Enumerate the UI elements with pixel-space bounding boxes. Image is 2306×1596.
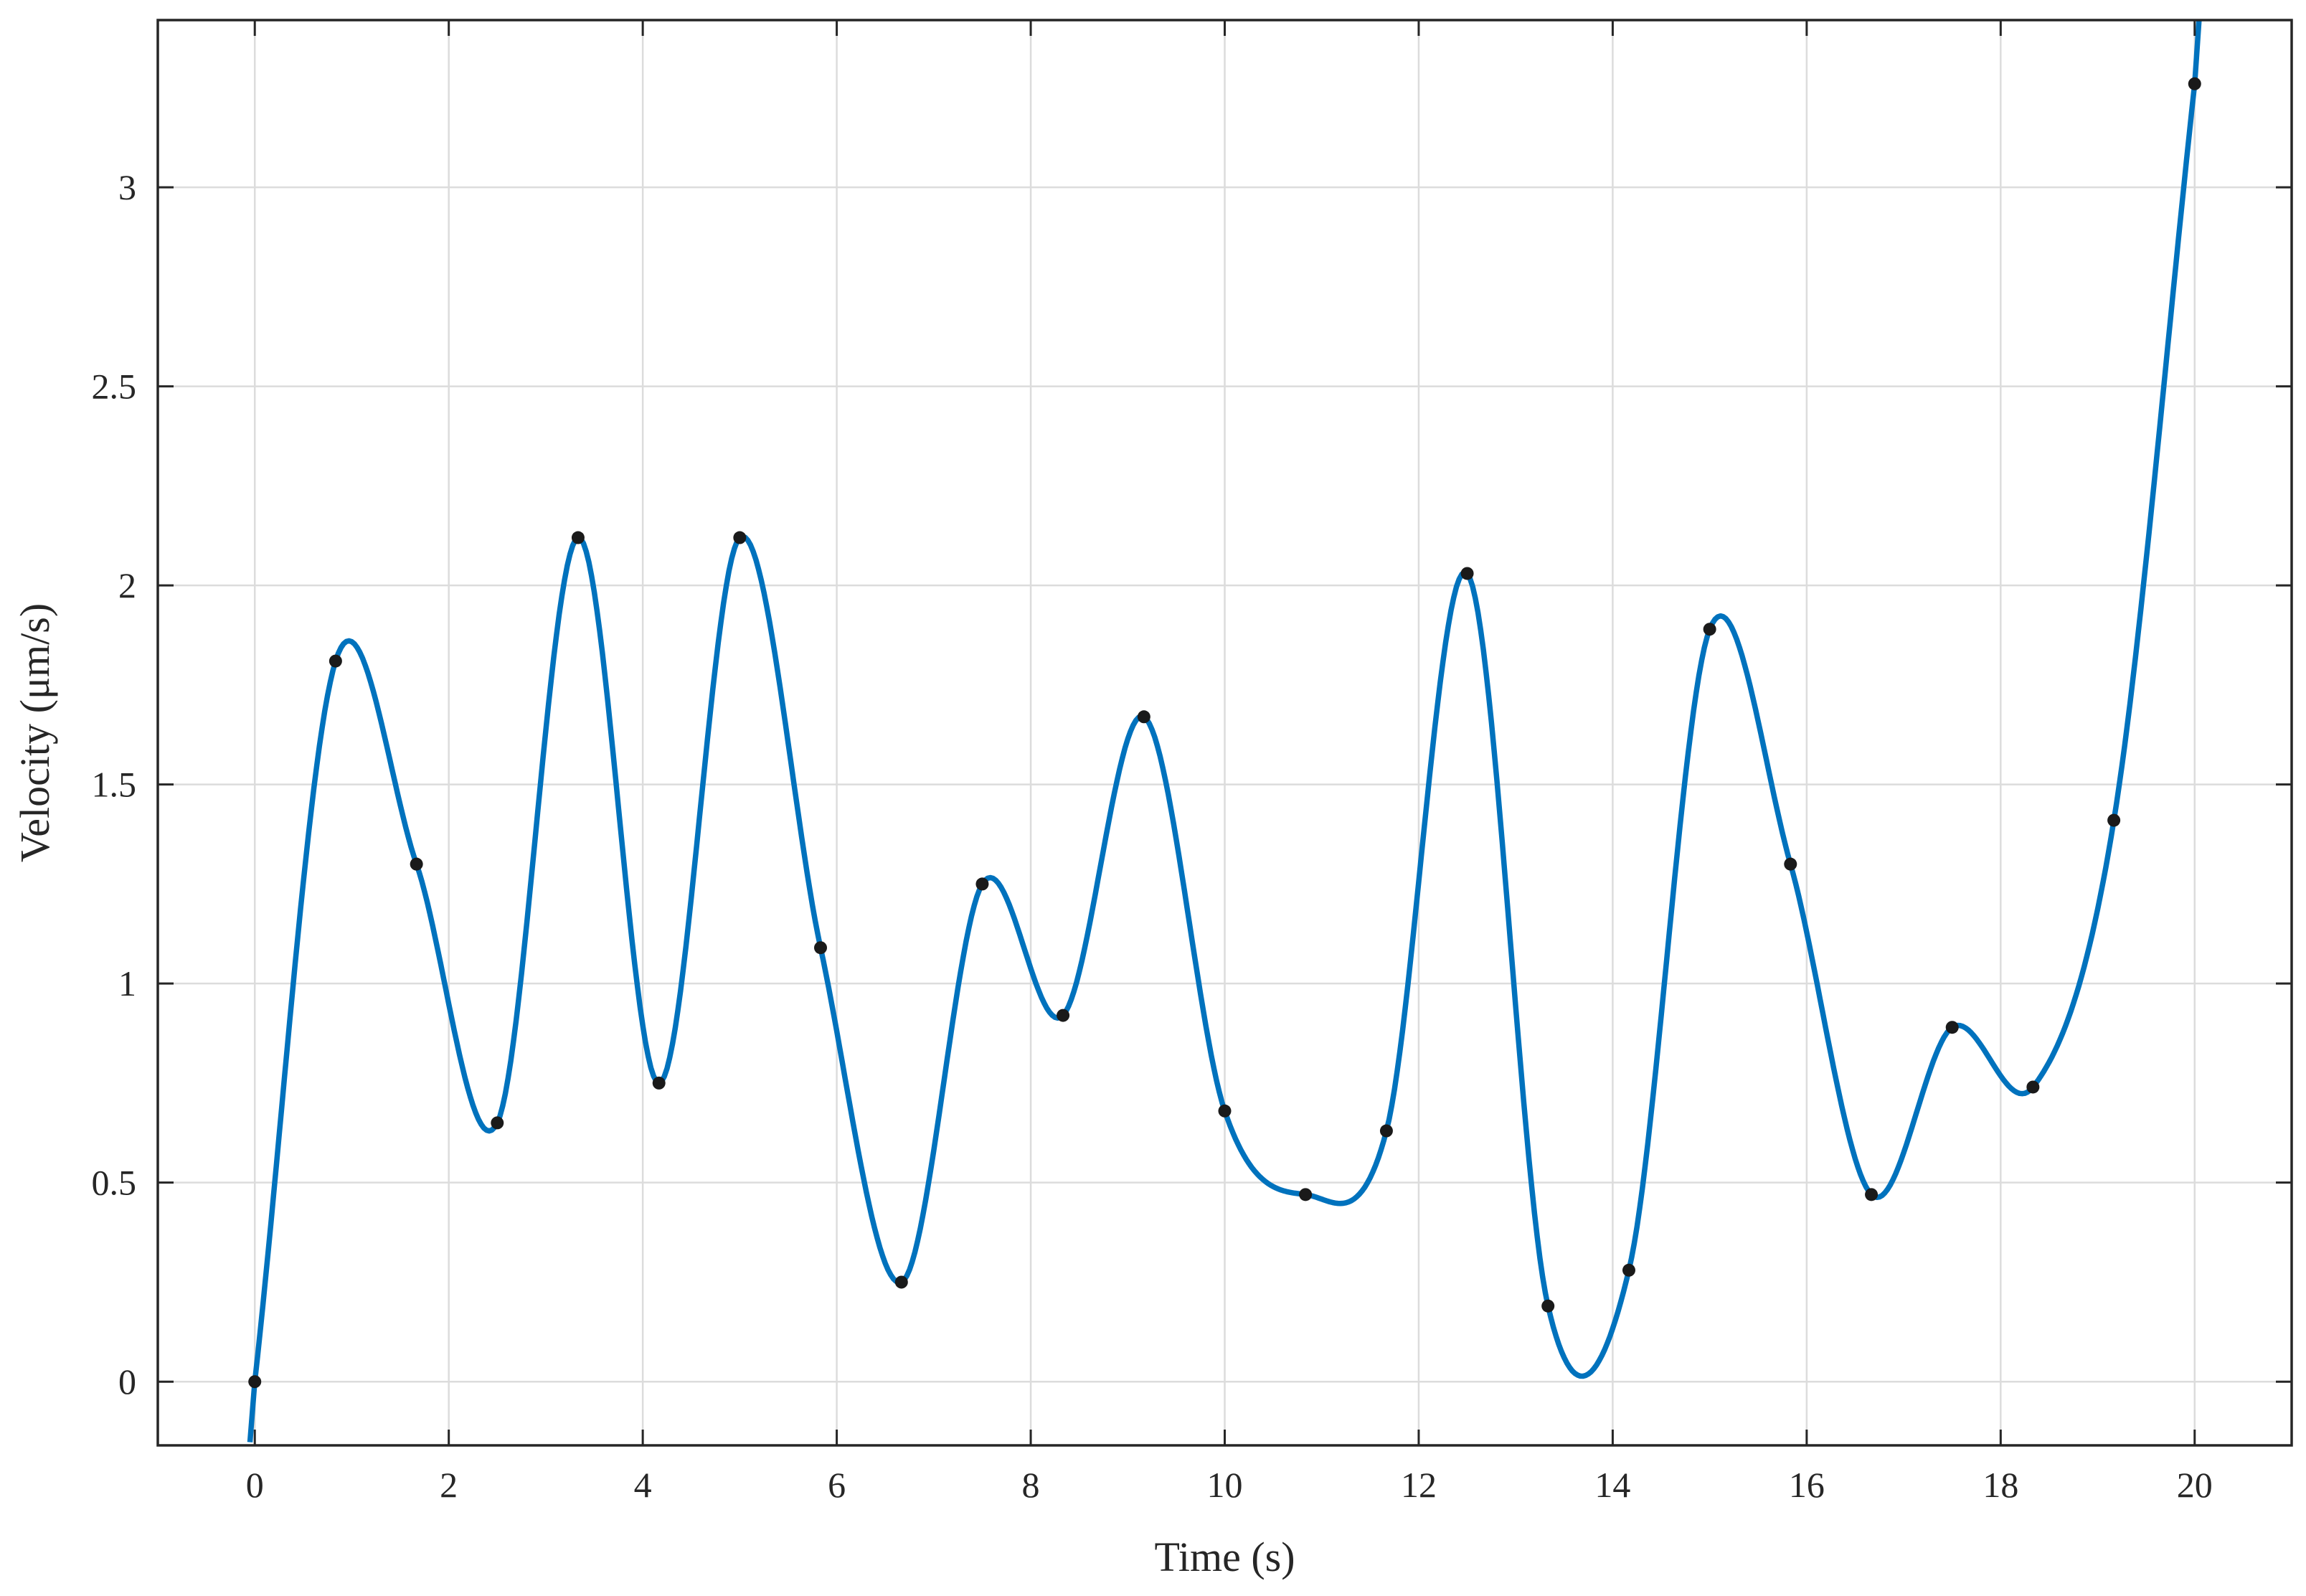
data-point <box>733 531 747 544</box>
x-tick-label: 0 <box>246 1465 264 1505</box>
y-tick-label: 2 <box>118 565 136 605</box>
x-tick-label: 6 <box>828 1465 846 1505</box>
data-point <box>329 654 342 668</box>
y-tick-label: 3 <box>118 167 136 207</box>
data-point <box>814 941 828 955</box>
data-points <box>248 77 2201 1389</box>
x-axis-label: Time (s) <box>1154 1534 1295 1580</box>
data-point <box>248 1375 262 1389</box>
y-axis-label: Velocity (μm/s) <box>11 603 58 862</box>
y-tick-label: 2.5 <box>92 367 137 407</box>
data-point <box>571 531 585 544</box>
data-point <box>975 877 989 891</box>
data-point <box>1218 1104 1232 1118</box>
x-tick-label: 12 <box>1401 1465 1437 1505</box>
data-point <box>894 1275 908 1289</box>
data-point <box>1057 1009 1070 1022</box>
data-point <box>491 1116 504 1130</box>
x-tick-label: 20 <box>2177 1465 2213 1505</box>
data-point <box>1703 623 1716 636</box>
y-tick-labels: 0 0.5 1 1.5 2 2.5 3 <box>92 167 137 1402</box>
x-tick-label: 16 <box>1789 1465 1825 1505</box>
y-tick-label: 1 <box>118 963 136 1004</box>
data-point <box>1541 1299 1555 1313</box>
data-point <box>410 857 423 871</box>
data-point <box>1299 1188 1313 1201</box>
data-point <box>2026 1080 2040 1094</box>
velocity-curve <box>247 20 2202 1442</box>
data-point <box>2188 77 2201 90</box>
x-tick-label: 4 <box>634 1465 652 1505</box>
velocity-curve-layer <box>247 20 2202 1442</box>
x-tick-label: 8 <box>1022 1465 1040 1505</box>
data-point <box>1784 857 1797 871</box>
data-point <box>1622 1263 1635 1277</box>
data-point <box>1137 710 1150 724</box>
x-tick-label: 14 <box>1594 1465 1630 1505</box>
x-tick-labels: 0 2 4 6 8 10 12 14 16 18 20 <box>246 1465 2213 1505</box>
data-point <box>2107 813 2121 827</box>
y-tick-label: 0 <box>118 1361 136 1402</box>
x-tick-label: 10 <box>1207 1465 1243 1505</box>
x-tick-label: 2 <box>440 1465 458 1505</box>
y-tick-label: 0.5 <box>92 1163 137 1203</box>
axis-ticks <box>158 20 2292 1445</box>
data-point <box>1945 1021 1959 1034</box>
data-point <box>652 1076 666 1090</box>
data-point <box>1865 1188 1879 1201</box>
grid-lines <box>158 20 2292 1445</box>
y-tick-label: 1.5 <box>92 765 137 805</box>
data-point <box>1379 1124 1393 1138</box>
data-point <box>1460 567 1474 580</box>
x-tick-label: 18 <box>1983 1465 2018 1505</box>
